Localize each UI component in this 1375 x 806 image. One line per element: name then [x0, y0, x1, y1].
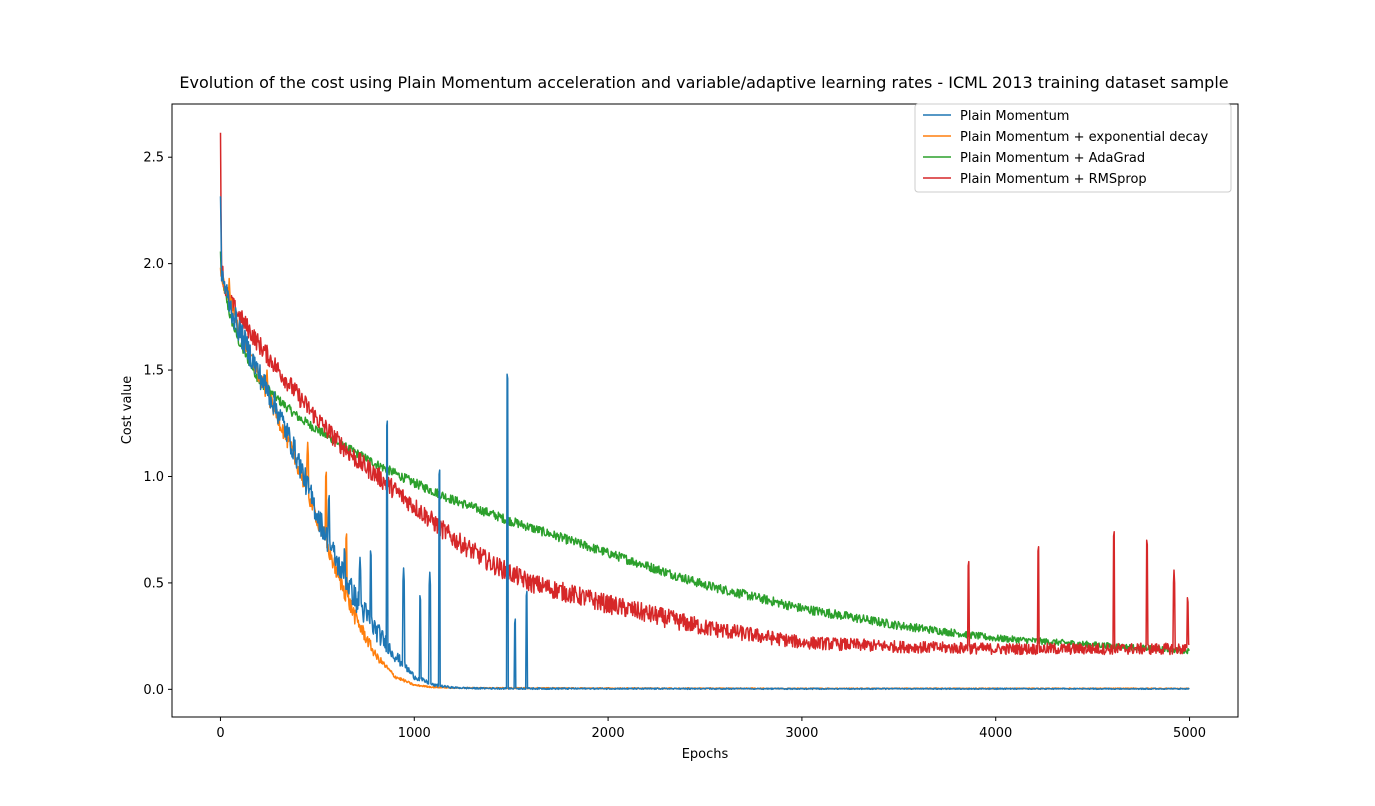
y-tick-label: 2.5	[143, 151, 164, 166]
chart-title: Evolution of the cost using Plain Moment…	[179, 73, 1228, 92]
legend-label: Plain Momentum + RMSprop	[960, 172, 1147, 187]
legend-label: Plain Momentum + exponential decay	[960, 130, 1209, 145]
x-tick-label: 5000	[1173, 726, 1206, 741]
legend-label: Plain Momentum + AdaGrad	[960, 151, 1145, 166]
series-line-3	[219, 132, 1190, 656]
series-layer	[219, 132, 1190, 691]
legend-label: Plain Momentum	[960, 109, 1069, 124]
legend: Plain Momentum Plain Momentum + exponenti…	[914, 103, 1232, 193]
x-tick-label: 3000	[785, 726, 818, 741]
x-tick-label: 0	[216, 726, 224, 741]
series-line-2	[219, 251, 1190, 655]
y-tick-label: 1.5	[143, 364, 164, 379]
y-tick-label: 0.0	[143, 683, 164, 698]
x-axis-label: Epochs	[682, 747, 729, 762]
x-axis: 0 1000 2000 3000 4000 5000	[216, 717, 1206, 741]
x-tick-label: 2000	[592, 726, 625, 741]
plot-frame	[171, 103, 1239, 718]
y-tick-label: 1.0	[143, 470, 164, 485]
y-axis-label: Cost value	[120, 376, 135, 445]
y-tick-label: 2.0	[143, 257, 164, 272]
y-tick-label: 0.5	[143, 576, 164, 591]
series-line-0	[219, 196, 1190, 691]
y-axis: 0.0 0.5 1.0 1.5 2.0 2.5	[143, 151, 172, 698]
x-tick-label: 1000	[398, 726, 431, 741]
legend-box	[914, 103, 1232, 193]
x-tick-label: 4000	[979, 726, 1012, 741]
